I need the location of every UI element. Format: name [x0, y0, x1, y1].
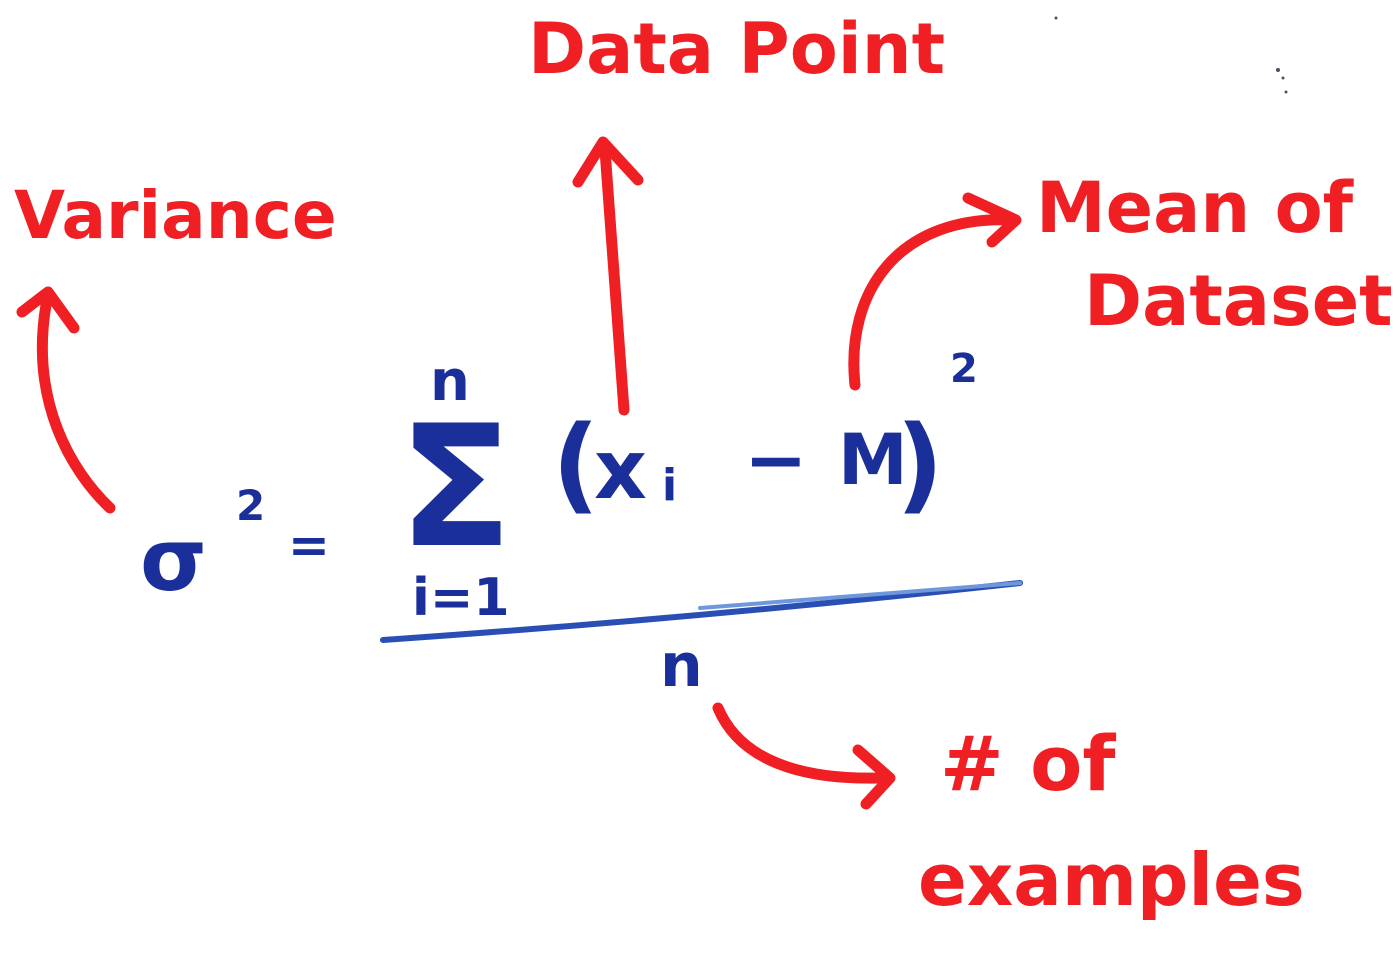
fraction-bar	[380, 580, 1023, 643]
arrow-to-variance	[16, 286, 116, 514]
label-count-line1: # of	[940, 719, 1116, 808]
marker-specks	[1054, 16, 1288, 94]
label-count-line2: examples	[918, 838, 1305, 922]
arrow-to-mean	[848, 192, 1022, 391]
sigma-symbol: σ	[140, 511, 207, 611]
label-data-point: Data Point	[528, 8, 945, 90]
label-mean-line1: Mean of	[1036, 167, 1355, 249]
mean-symbol: M	[838, 419, 908, 501]
sum-upper-limit: n	[430, 349, 470, 414]
equals-sign: =	[288, 516, 330, 574]
open-paren: (	[552, 403, 600, 525]
close-paren: )	[896, 403, 944, 525]
outer-exponent: 2	[950, 346, 978, 392]
label-variance: Variance	[14, 177, 337, 254]
sum-lower-limit: i=1	[412, 568, 510, 628]
denominator-n: n	[660, 631, 703, 701]
arrow-to-count	[712, 702, 896, 810]
label-mean-line2: Dataset	[1084, 260, 1393, 342]
x-subscript: i	[662, 460, 677, 511]
minus-sign: −	[744, 415, 808, 504]
x-variable: x	[594, 423, 647, 518]
sigma-exponent: 2	[236, 481, 265, 530]
summation-symbol: Σ	[398, 389, 513, 585]
fraction-bar-highlight	[698, 581, 1022, 610]
arrow-to-data-point	[572, 136, 644, 416]
